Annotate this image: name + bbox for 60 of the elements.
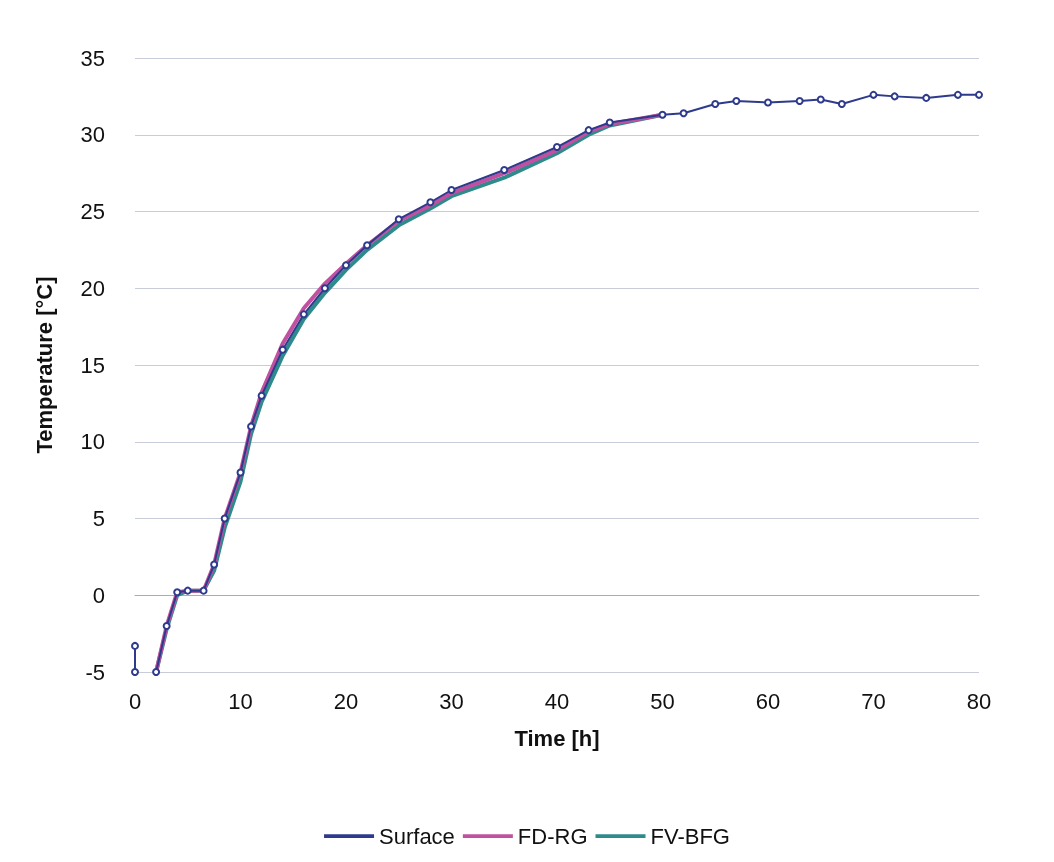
point (236, 468, 245, 477)
y-tick-label: 15 (80, 352, 105, 378)
x-axis-title: Time [h] (514, 725, 600, 751)
x-tick-label: 30 (439, 688, 464, 714)
y-tick-label: 25 (80, 199, 105, 224)
point (257, 391, 266, 400)
y-tick-label: 10 (80, 429, 105, 455)
point (975, 90, 983, 99)
point (363, 241, 372, 250)
point (173, 588, 182, 597)
point (679, 109, 688, 118)
x-tick-label: 60 (755, 688, 781, 714)
point (299, 310, 308, 319)
x-tick-label: 10 (228, 688, 253, 714)
point (922, 93, 931, 102)
point (584, 126, 593, 135)
point (183, 586, 192, 595)
x-tick-label: 80 (966, 688, 992, 714)
point (199, 586, 208, 595)
y-tick-label: 30 (80, 122, 105, 148)
point (500, 166, 509, 175)
x-tick-label: 50 (650, 688, 675, 714)
point (605, 118, 614, 127)
point (220, 514, 229, 523)
point (447, 186, 456, 195)
point (658, 110, 667, 119)
point (426, 198, 435, 207)
y-tick-label: 35 (80, 45, 105, 71)
point (816, 95, 825, 104)
point (247, 422, 256, 431)
x-tick-label: 20 (333, 688, 359, 714)
legend-label: FV-BFG (650, 823, 730, 849)
point (732, 96, 741, 105)
point (131, 641, 139, 650)
x-tick-label: 70 (861, 688, 886, 714)
point (152, 668, 161, 676)
x-tick-label: 0 (128, 688, 142, 714)
point (162, 621, 171, 630)
y-tick-label: -5 (85, 659, 105, 685)
x-tick-label: 40 (544, 688, 570, 714)
point (953, 90, 962, 99)
point (278, 345, 287, 354)
point (795, 96, 804, 105)
point (764, 98, 772, 107)
point (711, 100, 720, 109)
point (210, 560, 219, 569)
y-tick-label: 20 (80, 275, 105, 301)
point (869, 90, 878, 99)
legend-label: FD-RG (517, 823, 588, 849)
y-tick-label: 0 (92, 582, 105, 608)
point (837, 100, 846, 109)
point (394, 215, 403, 224)
y-axis-title: Temperature [°C] (31, 276, 57, 454)
legend-label: Surface (379, 823, 455, 849)
point (553, 143, 561, 152)
point (131, 668, 139, 676)
point (342, 261, 350, 270)
y-tick-label: 5 (92, 506, 105, 531)
point (320, 284, 329, 293)
point (890, 92, 899, 101)
